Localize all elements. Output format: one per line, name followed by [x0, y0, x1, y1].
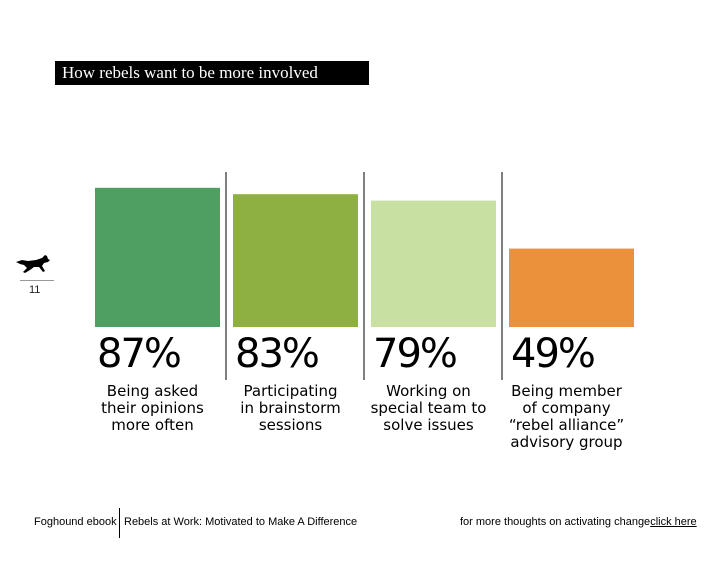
bar [95, 187, 220, 327]
footer-more-thoughts-text: for more thoughts on activating change [460, 516, 651, 528]
category-label: Being asked [107, 382, 198, 400]
category-label: in brainstorm [240, 399, 340, 417]
page-number: 11 [29, 284, 41, 296]
category-label: more often [111, 416, 193, 434]
bar [371, 200, 496, 327]
category-label: of company [522, 399, 610, 417]
side-rule [20, 280, 54, 281]
category-label: advisory group [510, 433, 622, 451]
bar-value-label: 83% [235, 331, 318, 377]
footer-ebook-label: Foghound ebook [34, 516, 117, 528]
click-here-link[interactable]: click here [650, 516, 697, 528]
category-label: solve issues [383, 416, 474, 434]
running-dog-icon [16, 255, 50, 273]
slide-title: How rebels want to be more involved [55, 61, 369, 85]
category-label: sessions [259, 416, 323, 434]
bar-value-label: 49% [511, 331, 594, 377]
category-label: Being member [511, 382, 623, 400]
bar [233, 194, 358, 327]
category-label: special team to [371, 399, 487, 417]
category-label: Working on [386, 382, 471, 400]
category-label: “rebel alliance” [509, 416, 624, 434]
footer-ebook-title: Rebels at Work: Motivated to Make A Diff… [124, 516, 358, 528]
category-label: Participating [244, 382, 338, 400]
footer-more-thoughts: for more thoughts on activating changecl… [460, 516, 697, 528]
footer-divider [119, 508, 120, 538]
category-label: their opinions [101, 399, 204, 417]
bar-value-label: 87% [97, 331, 180, 377]
bar [509, 248, 634, 327]
bar-value-label: 79% [373, 331, 456, 377]
